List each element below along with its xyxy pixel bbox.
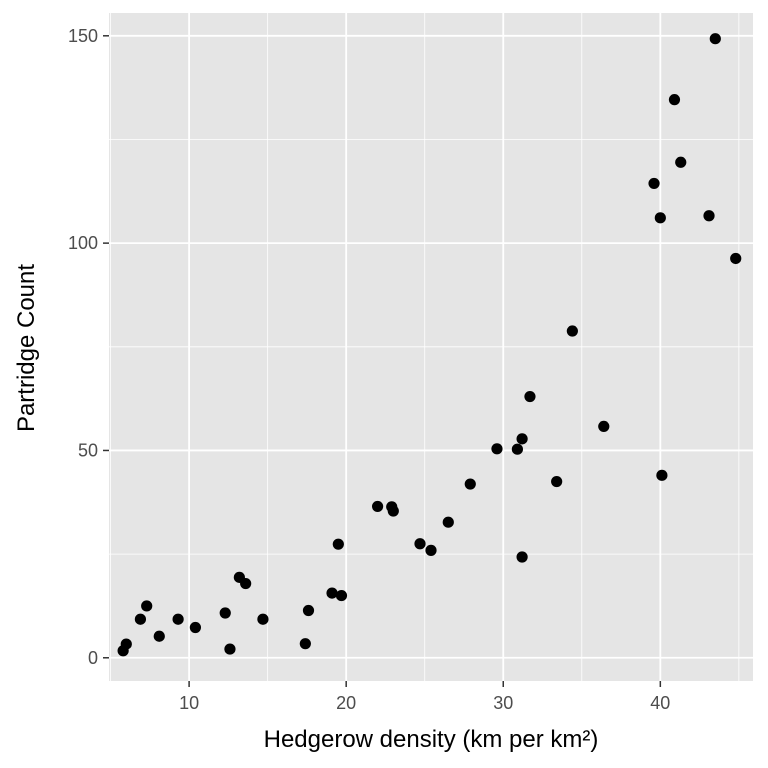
y-tick-label: 150 (68, 26, 98, 46)
data-point (730, 252, 742, 265)
data-point (654, 212, 666, 224)
x-tick-label: 20 (336, 693, 356, 713)
y-tick-label: 100 (68, 233, 98, 253)
x-tick-label: 40 (650, 693, 670, 713)
major-gridlines (109, 13, 753, 681)
data-point (326, 587, 338, 599)
x-axis-title: Hedgerow density (km per km²) (264, 726, 599, 753)
data-point (153, 630, 165, 642)
data-point (516, 433, 528, 445)
data-point (172, 613, 184, 625)
data-point (709, 33, 721, 45)
data-points (117, 33, 742, 657)
data-point (299, 638, 311, 650)
data-point (332, 538, 344, 550)
data-point (120, 638, 132, 650)
data-point (464, 478, 476, 490)
x-tick-label: 10 (179, 693, 199, 713)
y-tick-label: 50 (78, 440, 98, 460)
data-point (302, 604, 315, 617)
data-point (134, 613, 147, 625)
data-point (516, 551, 528, 563)
data-point (648, 177, 660, 190)
data-point (224, 643, 236, 655)
data-point (566, 325, 578, 337)
data-point (551, 475, 563, 488)
data-point (511, 443, 523, 455)
data-point (141, 600, 153, 612)
data-point (219, 607, 231, 619)
data-point (524, 390, 536, 403)
data-point (189, 621, 201, 634)
data-point (335, 589, 348, 602)
data-point (656, 469, 668, 481)
minor-gridlines (109, 13, 753, 681)
x-axis-ticks: 10 20 30 40 (179, 681, 670, 713)
data-point (257, 613, 269, 625)
data-point (668, 94, 681, 106)
data-point (371, 500, 384, 513)
data-point (387, 505, 399, 517)
data-point (491, 443, 503, 455)
data-point (675, 156, 687, 168)
x-tick-label: 30 (493, 693, 513, 713)
data-point (703, 210, 715, 222)
data-point (442, 516, 454, 528)
y-tick-label: 0 (88, 648, 98, 668)
y-axis-title: Partridge Count (13, 264, 40, 432)
data-point (425, 544, 437, 556)
y-axis-ticks: 0 50 100 150 (68, 26, 109, 668)
data-point (414, 538, 426, 550)
data-point (240, 577, 252, 590)
data-point (598, 420, 610, 433)
